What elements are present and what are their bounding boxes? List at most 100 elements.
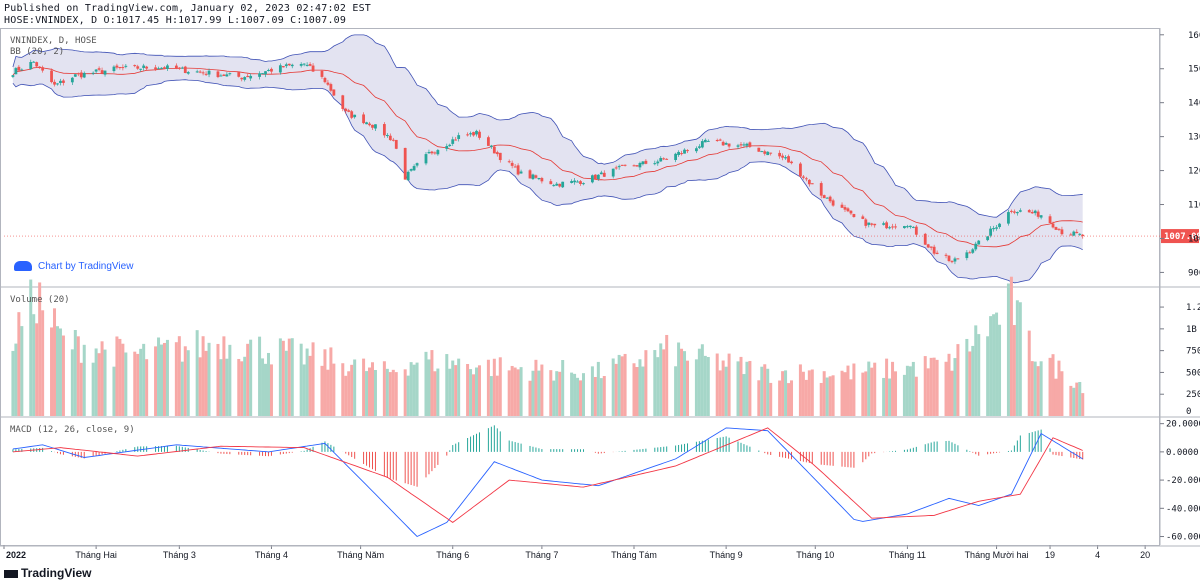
footer-logo[interactable]: TradingView (4, 566, 91, 580)
candle (305, 62, 309, 67)
volume-bar (602, 376, 606, 416)
volume-bar (347, 371, 351, 416)
candle-body (799, 163, 802, 177)
volume-bar (76, 336, 80, 416)
volume-bar (385, 368, 389, 416)
volume-bar (486, 359, 490, 416)
candle-body (745, 143, 749, 146)
candle (1039, 214, 1043, 220)
candle (819, 181, 823, 199)
volume-bar (1078, 381, 1082, 416)
candle-body (121, 67, 125, 69)
candle-body (549, 181, 553, 185)
candle-body (810, 183, 814, 185)
candle-body (308, 64, 312, 66)
volume-bar (445, 354, 449, 416)
candle (1015, 211, 1019, 216)
candle (760, 150, 764, 153)
volume-bar (736, 361, 740, 416)
candle (29, 59, 33, 70)
candle-body (846, 208, 850, 212)
volume-bar (840, 370, 844, 416)
candle (914, 225, 918, 237)
candle-body (174, 65, 178, 69)
volume-bar (79, 362, 83, 416)
candle (374, 124, 377, 131)
candle-body (20, 69, 24, 71)
candle-body (103, 70, 107, 75)
candle (974, 241, 978, 252)
volume-bar (264, 363, 268, 416)
bb-label: BB (20, 2) (10, 47, 65, 57)
volume-bar (570, 372, 574, 416)
candle (180, 66, 184, 69)
candle-body (1012, 211, 1016, 213)
candle (683, 148, 686, 154)
candle (632, 164, 636, 167)
candle-body (246, 75, 250, 78)
volume-bar (804, 379, 808, 416)
candle (299, 62, 303, 68)
volume-bar (561, 360, 565, 416)
candle-body (350, 111, 354, 118)
candle (385, 133, 389, 138)
volume-label: Volume (20) (10, 295, 70, 305)
candle (41, 65, 45, 73)
candle-body (82, 72, 86, 78)
time-tick-label-3: Tháng 4 (255, 550, 288, 560)
volume-bar (183, 346, 187, 416)
candle (145, 65, 149, 71)
volume-bar (590, 366, 594, 416)
volume-bar (281, 340, 285, 416)
candle-body (721, 141, 725, 146)
candle (121, 64, 125, 71)
volume-bar (929, 357, 933, 416)
candle (944, 253, 948, 259)
volume-bar (246, 343, 250, 416)
volume-bar (219, 359, 223, 416)
volume-bar (61, 335, 65, 416)
candle-body (1081, 234, 1085, 237)
volume-bar (269, 364, 273, 416)
volume-bar (950, 370, 954, 416)
volume-bar (992, 314, 996, 416)
candle-body (183, 66, 187, 74)
candle (216, 69, 220, 79)
candle-body (614, 167, 618, 169)
candle-body (831, 200, 835, 206)
candle (222, 73, 226, 77)
volume-bar (528, 380, 532, 416)
candle-body (641, 161, 645, 165)
volume-bar (724, 366, 728, 416)
volume-bar (1057, 360, 1061, 416)
candle (810, 183, 814, 185)
candle (611, 168, 615, 179)
candle-body (674, 153, 678, 160)
candle-body (278, 65, 282, 73)
candle (427, 149, 431, 154)
candle (344, 107, 348, 114)
candle-body (243, 77, 247, 80)
candle (73, 74, 77, 77)
candle-body (748, 142, 752, 147)
candle (415, 162, 419, 168)
candle-body (787, 156, 790, 163)
candle (825, 197, 829, 199)
watermark-text: Chart by TradingView (38, 261, 134, 272)
time-tick-label-7: Tháng Tám (611, 550, 657, 560)
candle-body (582, 183, 585, 185)
candle-body (472, 132, 475, 136)
volume-bar (492, 358, 496, 416)
volume-bar (403, 369, 407, 416)
candle-body (320, 70, 324, 77)
chart-by-tradingview-link[interactable]: Chart by TradingView (14, 261, 133, 272)
candle (1060, 226, 1064, 236)
volume-bar (697, 348, 701, 416)
candle (721, 140, 725, 146)
volume-bar (1006, 283, 1010, 416)
candle-body (261, 73, 264, 75)
candle (204, 71, 208, 76)
candle (1036, 209, 1040, 219)
candle-body (914, 226, 918, 235)
